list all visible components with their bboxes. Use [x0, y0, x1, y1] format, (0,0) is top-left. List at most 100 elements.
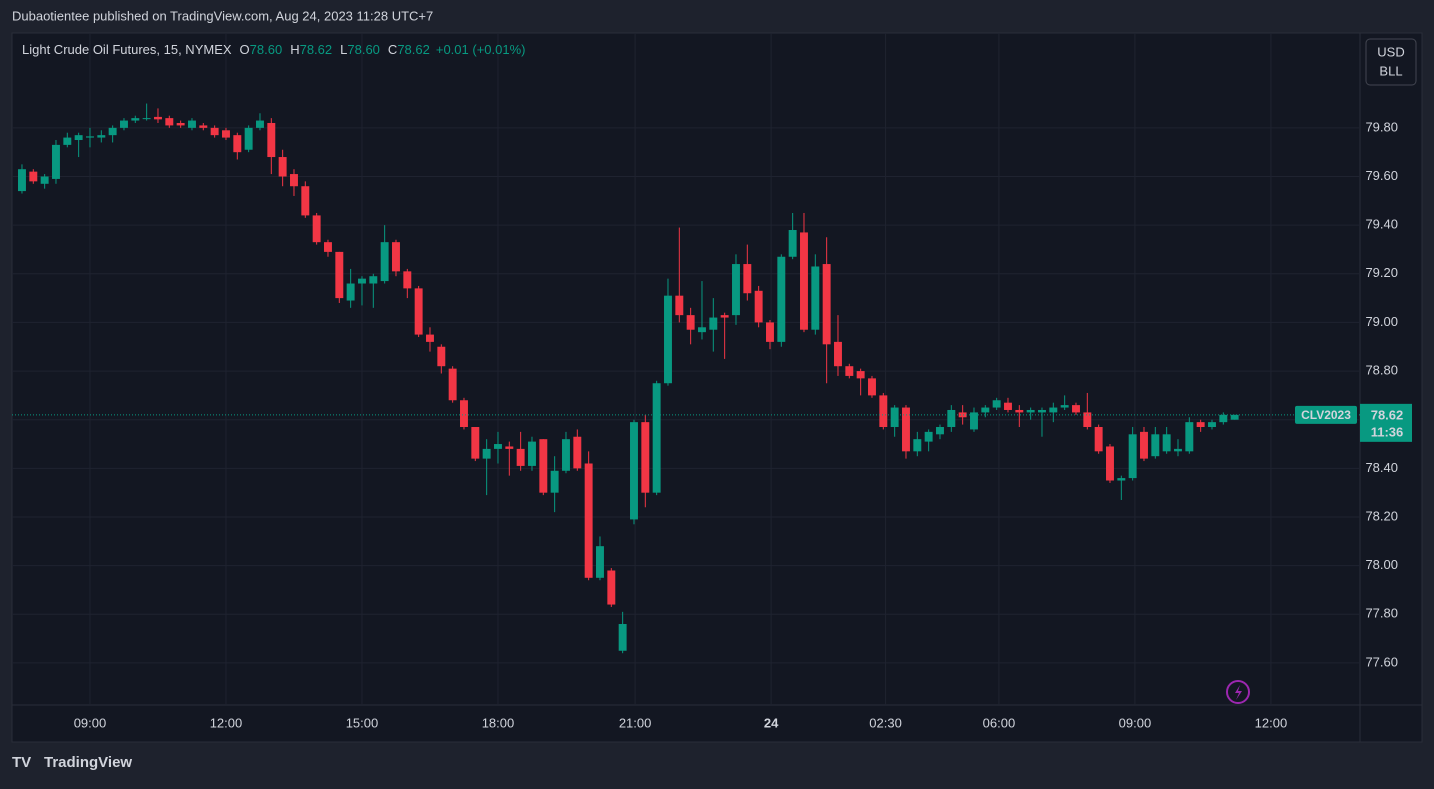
- candle-body: [369, 276, 378, 284]
- candle-body: [165, 118, 174, 126]
- legend-ohlc-value: 78.62: [300, 42, 333, 57]
- x-tick-label: 09:00: [74, 715, 107, 730]
- candle-body: [766, 322, 774, 342]
- candle-body: [550, 470, 559, 493]
- candle-body: [1060, 405, 1069, 408]
- y-tick-label: 79.80: [1365, 119, 1398, 134]
- candle-body: [584, 463, 593, 578]
- candle-body: [222, 130, 230, 138]
- legend-ohlc-key: L: [340, 42, 347, 57]
- y-tick-label: 78.20: [1365, 508, 1398, 523]
- candle-body: [709, 317, 718, 330]
- candle-body: [936, 427, 944, 435]
- candle-body: [1140, 431, 1148, 459]
- candle-body: [256, 120, 264, 128]
- candle-body: [902, 407, 910, 452]
- header: Dubaotientee published on TradingView.co…: [12, 8, 433, 23]
- candle-body: [97, 135, 106, 138]
- x-tick-label: 24: [764, 715, 779, 730]
- candle-body: [539, 439, 548, 493]
- candle-body: [641, 422, 650, 493]
- candle-body: [176, 122, 185, 126]
- candle-body: [1094, 427, 1103, 452]
- price-tag-text: 78.62: [1371, 407, 1404, 422]
- candle-body: [40, 176, 49, 184]
- candle-body: [505, 446, 514, 449]
- candle-body: [414, 288, 423, 335]
- candle-body: [845, 366, 854, 376]
- candle-body: [131, 118, 140, 121]
- candle-body: [29, 171, 38, 182]
- candle-body: [63, 137, 72, 145]
- candle-body: [1117, 478, 1126, 481]
- candle-body: [834, 341, 842, 367]
- candle-body: [74, 135, 83, 141]
- candle-body: [822, 264, 831, 345]
- candle-body: [1049, 407, 1058, 413]
- symbol-tag-text: CLV2023: [1301, 408, 1351, 422]
- candle-body: [210, 127, 219, 136]
- candle-body: [686, 315, 695, 330]
- candle-body: [573, 436, 582, 469]
- currency-box[interactable]: [1365, 38, 1417, 86]
- candle-body: [800, 232, 808, 330]
- symbol-tag: [1295, 405, 1357, 424]
- candle-body: [437, 346, 446, 367]
- candle-body: [743, 264, 752, 294]
- currency-unit: BLL: [1379, 63, 1402, 78]
- candle-body: [1004, 402, 1012, 410]
- footer: TradingView: [44, 754, 132, 771]
- candle-body: [346, 283, 355, 301]
- candle-body: [358, 278, 366, 284]
- countdown-text: 11:36: [1371, 424, 1404, 439]
- candle-body: [335, 251, 344, 299]
- y-tick-label: 79.60: [1365, 168, 1398, 183]
- candle-body: [267, 122, 276, 158]
- candle-body: [652, 383, 661, 493]
- candle-body: [278, 157, 287, 177]
- candle-body: [1219, 414, 1228, 423]
- chart-frame: [11, 32, 1423, 743]
- x-tick-label: 02:30: [869, 715, 902, 730]
- candle-body: [777, 256, 786, 342]
- candle-body: [970, 412, 978, 430]
- candle-body: [108, 127, 117, 136]
- lightning-bolt: [1235, 685, 1242, 700]
- candle-body: [312, 215, 321, 243]
- candle-body: [890, 407, 899, 428]
- x-tick-label: 18:00: [482, 715, 515, 730]
- candle-body: [856, 371, 865, 379]
- candle-body: [86, 136, 94, 138]
- candle-body: [1196, 422, 1205, 428]
- candle-body: [1038, 409, 1046, 413]
- candle-body: [607, 570, 616, 605]
- candle-body: [516, 448, 525, 466]
- x-tick-label: 15:00: [346, 715, 379, 730]
- y-tick-label: 79.40: [1365, 217, 1398, 232]
- candle-body: [199, 125, 208, 128]
- x-tick-label: 21:00: [619, 715, 652, 730]
- candle-body: [380, 242, 389, 282]
- candle-body: [290, 174, 298, 187]
- candle-body: [448, 368, 457, 401]
- x-tick-label: 12:00: [210, 715, 243, 730]
- candle-body: [992, 400, 1001, 408]
- currency: USD: [1377, 44, 1404, 59]
- x-tick-label: 06:00: [983, 715, 1016, 730]
- candle-body: [732, 264, 740, 316]
- candle-body: [403, 271, 412, 289]
- candle-body: [154, 116, 162, 120]
- candle-body: [1072, 405, 1080, 413]
- candle-body: [426, 334, 434, 342]
- y-tick-label: 79.20: [1365, 265, 1398, 280]
- candle-body: [630, 422, 638, 520]
- candle-body: [324, 242, 332, 252]
- candle-body: [1083, 412, 1092, 428]
- lightning-icon[interactable]: [1226, 680, 1250, 704]
- candle-body: [1151, 434, 1160, 457]
- y-tick-label: 78.00: [1365, 557, 1398, 572]
- legend-symbol: Light Crude Oil Futures, 15, NYMEX: [22, 42, 232, 57]
- y-tick-label: 77.80: [1365, 606, 1398, 621]
- candle-body: [947, 409, 956, 428]
